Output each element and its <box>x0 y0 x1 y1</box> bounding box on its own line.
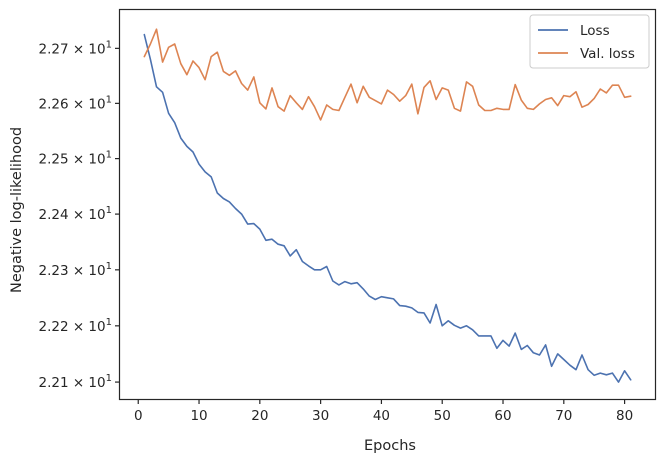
legend-label-loss: Loss <box>580 23 610 39</box>
y-tick-label: 2.26 × 101 <box>38 94 112 112</box>
x-axis-label: Epochs <box>364 438 416 454</box>
x-tick-label: 0 <box>134 408 143 424</box>
y-tick-label: 2.21 × 101 <box>38 373 112 391</box>
plot-frame <box>118 8 657 401</box>
series-line-val-loss <box>143 28 632 121</box>
y-tick-label: 2.27 × 101 <box>38 39 112 57</box>
x-tick-label: 50 <box>434 408 451 424</box>
x-tick-label: 30 <box>312 408 329 424</box>
y-tick-label: 2.25 × 101 <box>38 150 112 168</box>
y-axis-label: Negative log-likelihood <box>9 127 25 293</box>
x-tick-label: 20 <box>251 408 268 424</box>
x-tick-label: 40 <box>373 408 390 424</box>
x-tick-label: 80 <box>616 408 633 424</box>
legend: Loss Val. loss <box>529 14 650 69</box>
series-line-loss <box>143 33 632 383</box>
y-tick-label: 2.22 × 101 <box>38 317 112 335</box>
x-tick-label: 60 <box>494 408 511 424</box>
x-tick-label: 10 <box>190 408 207 424</box>
legend-box <box>529 14 650 69</box>
legend-label-val-loss: Val. loss <box>580 46 635 62</box>
series-layer <box>143 28 632 383</box>
axes-layer: 0 10 20 30 40 50 60 70 80 2.21 × 101 2.22 × 101 2.2… <box>38 39 633 424</box>
y-tick-label: 2.23 × 101 <box>38 261 112 279</box>
y-tick-label: 2.24 × 101 <box>38 205 112 223</box>
x-tick-label: 70 <box>555 408 572 424</box>
